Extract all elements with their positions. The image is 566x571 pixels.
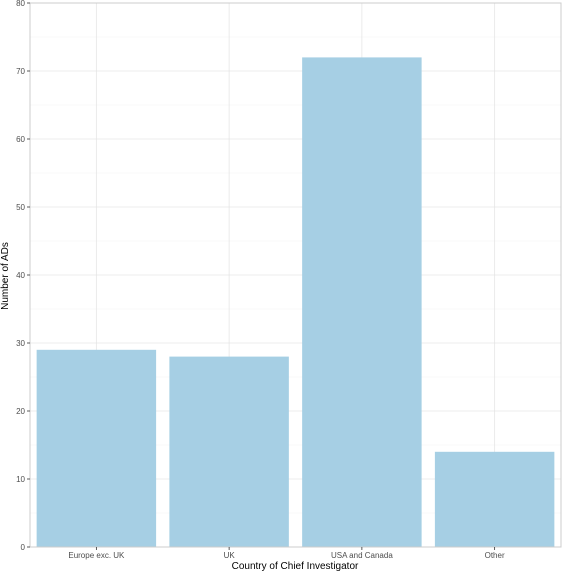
x-tick-label: Other: [485, 551, 505, 560]
x-axis: Europe exc. UK UK USA and Canada Other: [68, 547, 505, 560]
y-tick-label: 0: [21, 543, 26, 552]
y-tick-label: 20: [16, 407, 25, 416]
bar-other: [434, 451, 555, 547]
bar-europe-exc-uk: [36, 349, 157, 547]
y-tick-label: 60: [16, 135, 25, 144]
y-tick-label: 40: [16, 271, 25, 280]
y-tick-label: 50: [16, 203, 25, 212]
x-tick-label: USA and Canada: [331, 551, 393, 560]
y-axis: 0 10 20 30 40 50 60 70 80: [16, 0, 30, 552]
y-tick-label: 30: [16, 339, 25, 348]
y-axis-title: Number of ADs: [0, 242, 11, 310]
bar-usa-and-canada: [302, 57, 422, 548]
y-tick-label: 80: [16, 0, 25, 8]
x-tick-label: UK: [224, 551, 236, 560]
y-tick-label: 70: [16, 67, 25, 76]
x-tick-label: Europe exc. UK: [68, 551, 125, 560]
y-tick-label: 10: [16, 475, 25, 484]
bar-uk: [169, 356, 289, 547]
bars: [36, 57, 555, 548]
x-axis-title: Country of Chief Investigator: [232, 561, 359, 571]
